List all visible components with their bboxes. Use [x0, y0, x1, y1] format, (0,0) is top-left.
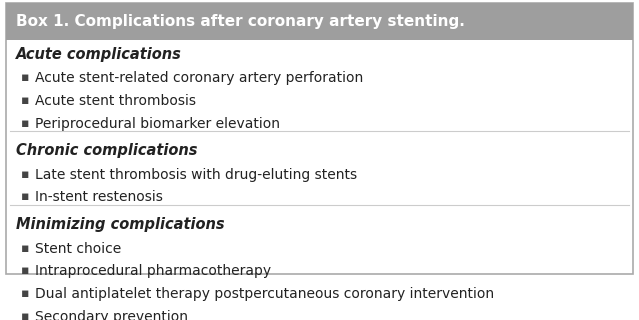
Text: Acute complications: Acute complications: [16, 47, 182, 62]
Text: Acute stent-related coronary artery perforation: Acute stent-related coronary artery perf…: [35, 71, 364, 85]
Text: ▪: ▪: [20, 190, 29, 204]
Text: ▪: ▪: [20, 117, 29, 130]
Text: Dual antiplatelet therapy postpercutaneous coronary intervention: Dual antiplatelet therapy postpercutaneo…: [35, 287, 495, 301]
Text: Minimizing complications: Minimizing complications: [16, 217, 224, 232]
Text: ▪: ▪: [20, 242, 29, 255]
Text: Periprocedural biomarker elevation: Periprocedural biomarker elevation: [35, 117, 280, 131]
Text: ▪: ▪: [20, 71, 29, 84]
Text: ▪: ▪: [20, 94, 29, 107]
Text: Late stent thrombosis with drug-eluting stents: Late stent thrombosis with drug-eluting …: [35, 168, 357, 182]
Text: ▪: ▪: [20, 310, 29, 320]
Text: In-stent restenosis: In-stent restenosis: [35, 190, 163, 204]
FancyBboxPatch shape: [6, 3, 633, 40]
Text: Intraprocedural pharmacotherapy: Intraprocedural pharmacotherapy: [35, 264, 272, 278]
Text: Stent choice: Stent choice: [35, 242, 121, 256]
FancyBboxPatch shape: [6, 3, 633, 274]
Text: ▪: ▪: [20, 168, 29, 181]
Text: Box 1. Complications after coronary artery stenting.: Box 1. Complications after coronary arte…: [16, 14, 465, 29]
Text: ▪: ▪: [20, 264, 29, 277]
Text: Chronic complications: Chronic complications: [16, 143, 197, 158]
Text: Acute stent thrombosis: Acute stent thrombosis: [35, 94, 196, 108]
Text: Secondary prevention: Secondary prevention: [35, 310, 188, 320]
Text: ▪: ▪: [20, 287, 29, 300]
